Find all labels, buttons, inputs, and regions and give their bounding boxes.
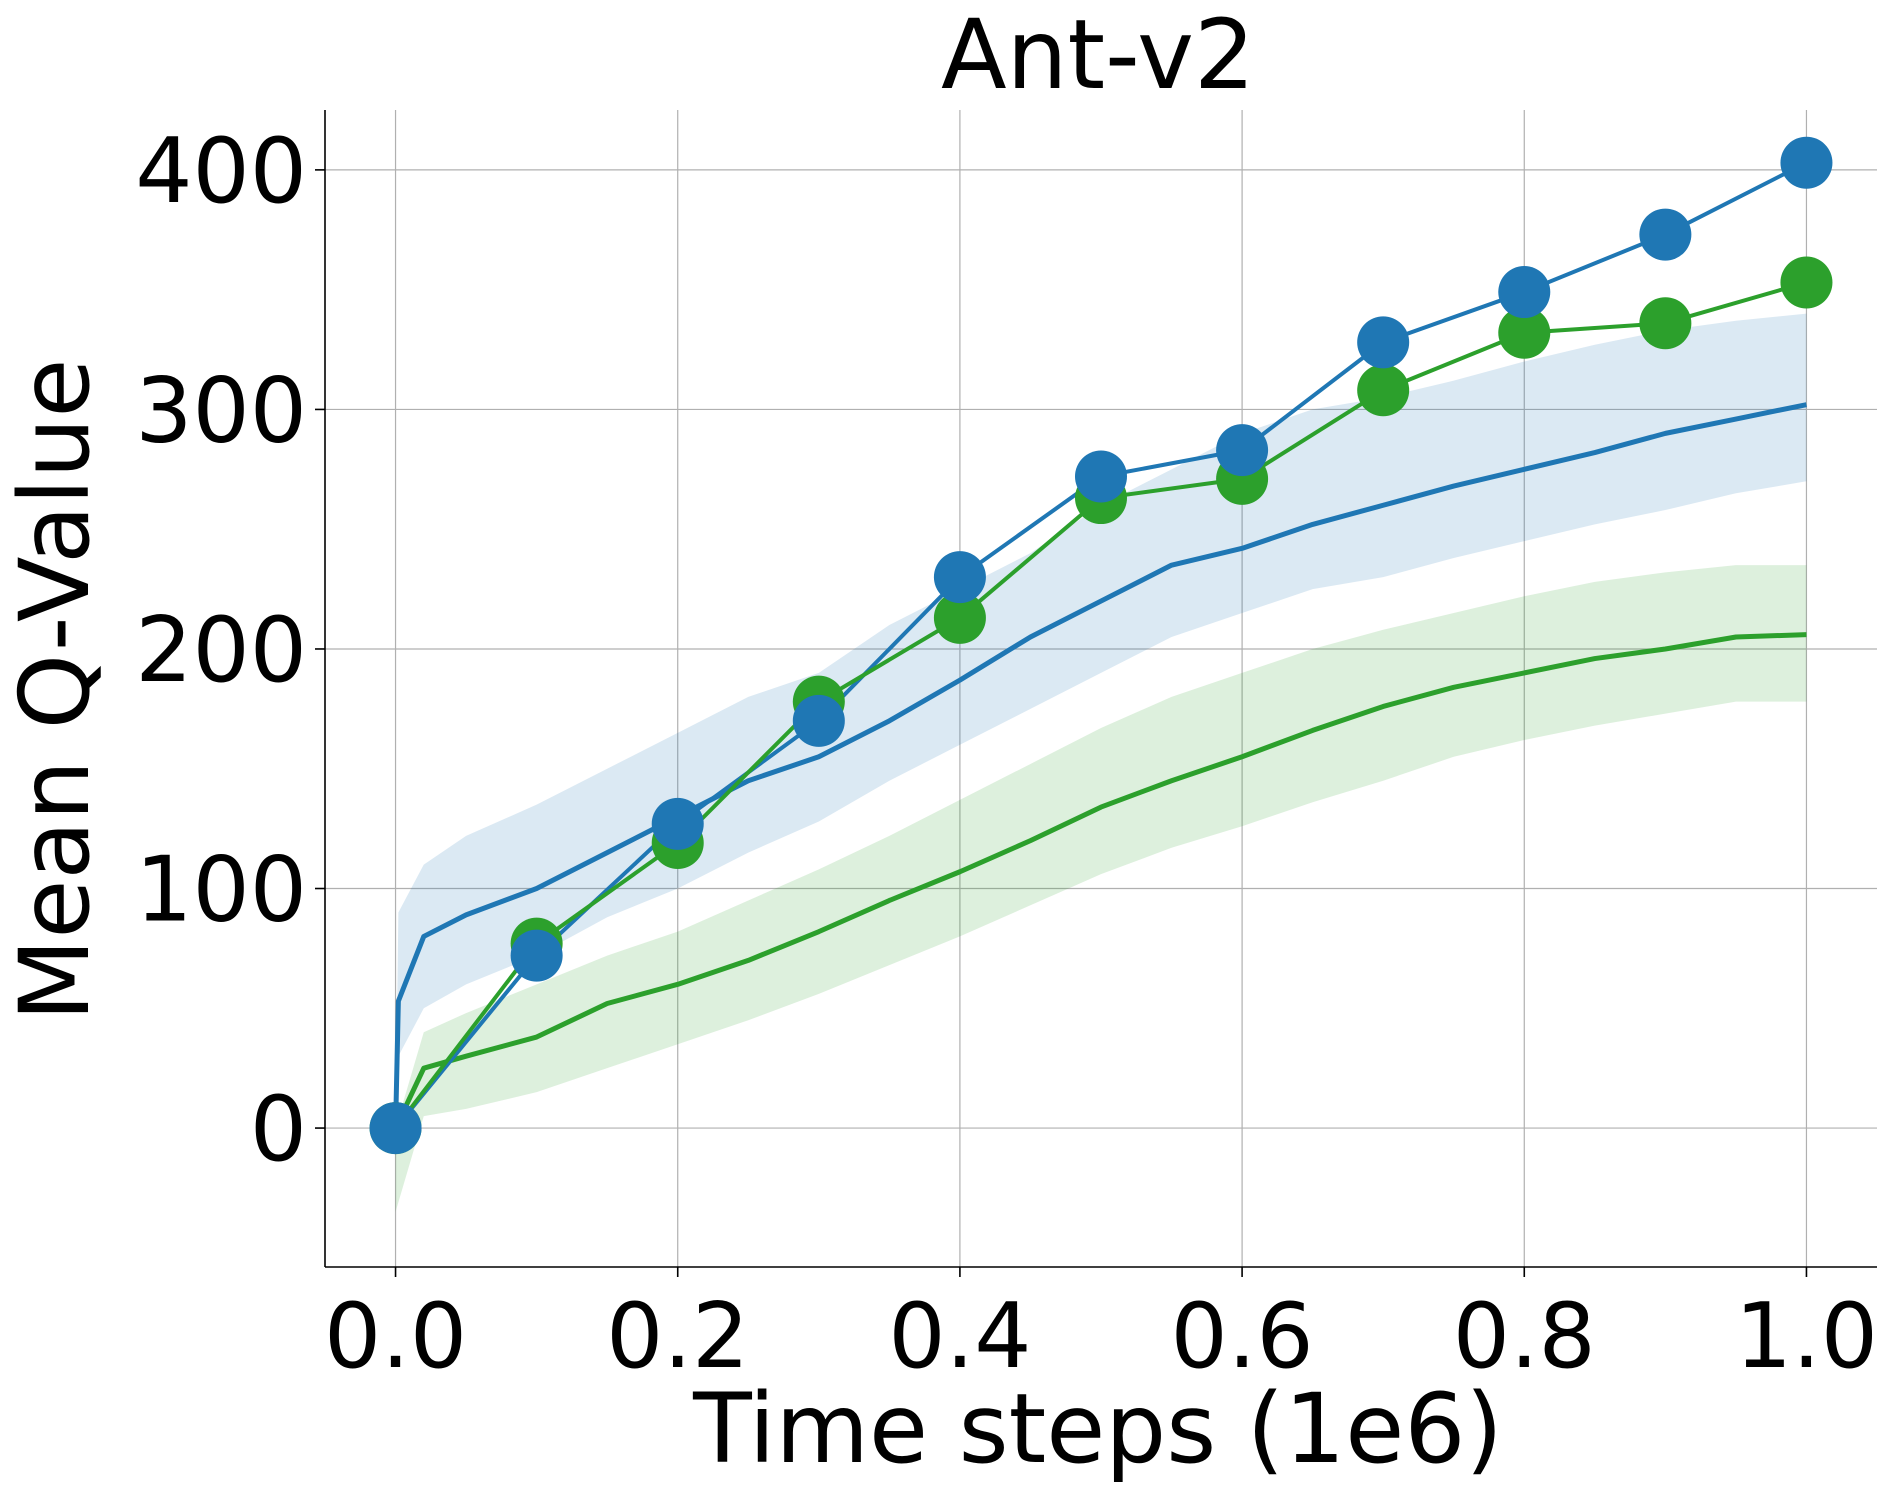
y-tick-labels: 0 100 200 300 400 <box>135 119 325 1182</box>
blue-estimated-band <box>395 313 1807 1129</box>
y-tick-label: 200 <box>135 598 307 703</box>
x-tick-label: 0.2 <box>606 1284 749 1389</box>
x-axis-label: Time steps (1e6) <box>692 1373 1503 1485</box>
x-tick-label: 0.8 <box>1453 1284 1596 1389</box>
x-tick-label: 0.6 <box>1171 1284 1314 1389</box>
y-tick-label: 0 <box>250 1077 307 1182</box>
blue-true-point <box>1498 266 1551 319</box>
chart-title: Ant-v2 <box>941 0 1255 111</box>
green-true-point <box>933 591 986 644</box>
green-true-point <box>1780 256 1833 309</box>
y-axis-label: Mean Q-Value <box>0 359 111 1022</box>
axes-layer <box>324 110 1877 1268</box>
blue-true-point <box>510 929 563 982</box>
x-tick-label: 0.0 <box>324 1284 467 1389</box>
green-true-point <box>1639 297 1692 350</box>
blue-true-point <box>792 694 845 747</box>
x-tick-label: 1.0 <box>1735 1284 1878 1389</box>
x-tick-labels: 0.0 0.2 0.4 0.6 0.8 1.0 <box>324 1267 1878 1389</box>
band-layer <box>395 313 1807 1212</box>
green-estimated-band <box>395 565 1807 1212</box>
blue-true-point <box>1639 208 1692 261</box>
blue-true-point <box>933 551 986 604</box>
blue-true-point <box>1216 424 1269 477</box>
line-layer <box>393 160 1808 1130</box>
blue-true-point <box>651 797 704 850</box>
blue-true-point <box>1780 136 1833 189</box>
x-tick-label: 0.4 <box>888 1284 1031 1389</box>
green-true-point <box>1357 364 1410 417</box>
green-estimated-line <box>393 632 1807 1130</box>
y-tick-label: 400 <box>135 119 307 224</box>
y-tick-label: 100 <box>135 838 307 943</box>
blue-true-point <box>1075 450 1127 503</box>
blue-true-point <box>369 1102 422 1155</box>
marker-layer <box>369 136 1833 1155</box>
green-true-point <box>1498 306 1551 359</box>
blue-true-point <box>1357 316 1410 369</box>
y-tick-label: 300 <box>135 358 307 463</box>
blue-estimated-line <box>393 402 1807 1129</box>
